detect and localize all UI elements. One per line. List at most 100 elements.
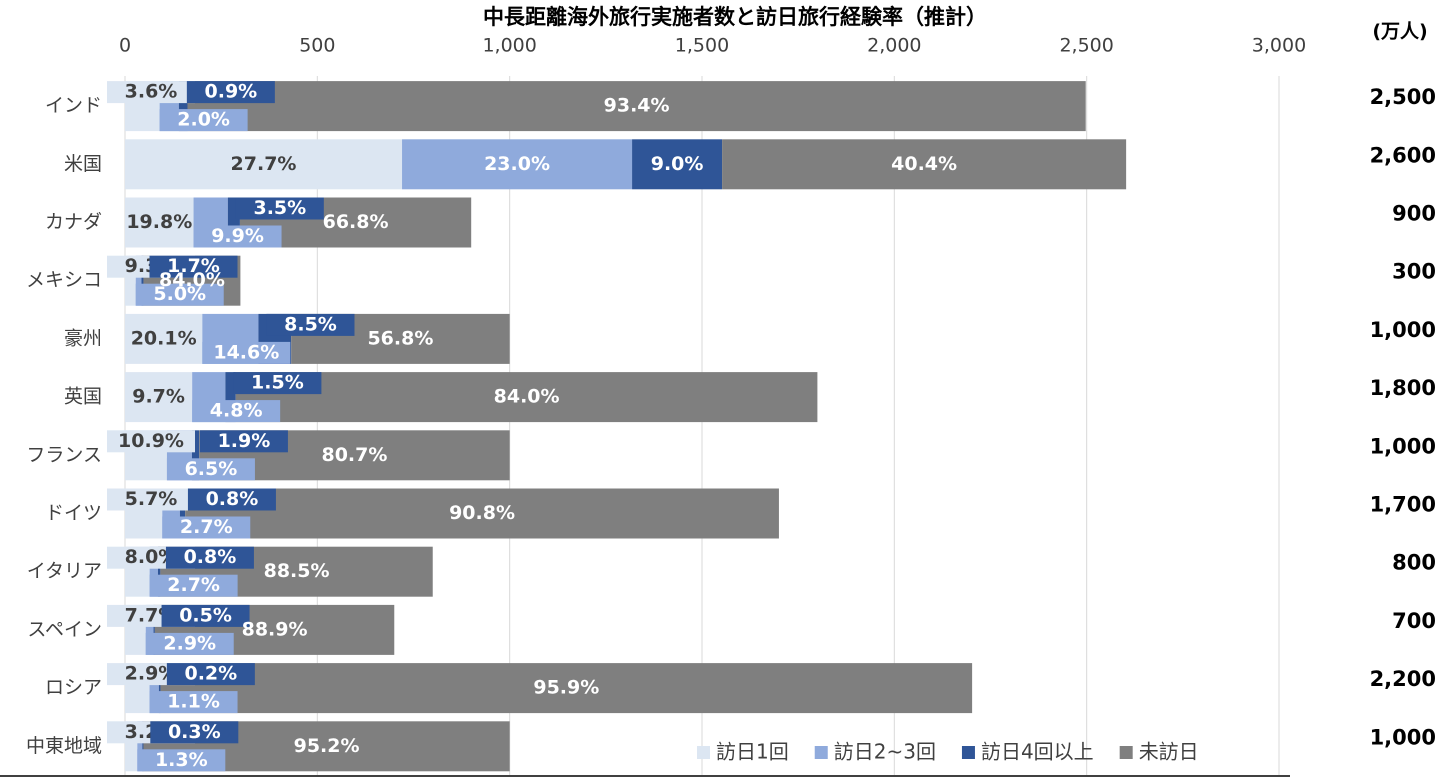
- value-label-box: [145, 632, 234, 655]
- value-label: 3.5%: [253, 197, 306, 219]
- legend-label: 訪日1回: [716, 740, 789, 764]
- value-label: 2.9%: [163, 632, 216, 654]
- value-label: 1.5%: [251, 372, 304, 394]
- value-label-box: [149, 255, 238, 278]
- value-label: 88.5%: [264, 560, 330, 582]
- bar-segment: [187, 81, 1086, 132]
- bar-segment: [149, 546, 158, 597]
- bar-segment: [160, 663, 973, 714]
- value-label: 95.9%: [533, 677, 599, 699]
- bar-segment: [178, 81, 188, 132]
- value-label: 0.3%: [168, 721, 221, 743]
- value-label-box: [135, 283, 224, 306]
- x-tick-label: 500: [299, 35, 335, 57]
- value-label-box: [266, 313, 355, 336]
- unit-label: (万人): [1372, 21, 1427, 43]
- bar-segment: [632, 139, 723, 190]
- value-label-box: [137, 749, 226, 772]
- total-label: 2,500: [1370, 85, 1436, 109]
- value-label-box: [235, 197, 324, 220]
- value-label: 2.7%: [180, 516, 233, 538]
- bar-segment: [145, 604, 154, 655]
- category-label: 豪州: [64, 327, 102, 349]
- value-label: 2.0%: [177, 109, 230, 131]
- value-label-box: [166, 663, 255, 686]
- total-label: 2,200: [1370, 667, 1436, 691]
- bar-segment: [141, 255, 144, 306]
- bar-segment: [157, 546, 161, 597]
- total-label: 1,000: [1370, 725, 1436, 749]
- value-label: 0.2%: [184, 663, 237, 685]
- category-label: インド: [45, 95, 102, 117]
- value-label: 8.5%: [284, 313, 337, 335]
- value-label-box: [149, 691, 238, 714]
- value-label-box: [107, 430, 195, 453]
- value-label: 84.0%: [494, 386, 560, 408]
- bar-segment: [135, 255, 142, 306]
- value-label-box: [202, 341, 291, 364]
- bar-segment: [125, 372, 193, 423]
- x-tick-label: 1,500: [675, 35, 729, 57]
- bar-segment: [142, 721, 144, 772]
- bar-segment: [149, 663, 159, 714]
- x-tick-label: 0: [119, 35, 131, 57]
- value-label: 1.3%: [155, 749, 208, 771]
- bar-segment: [225, 372, 236, 423]
- value-label: 88.9%: [242, 618, 308, 640]
- value-label: 40.4%: [891, 153, 957, 175]
- value-label: 0.8%: [184, 546, 237, 568]
- value-label-box: [162, 516, 251, 539]
- value-label-box: [233, 372, 322, 395]
- value-label-box: [159, 109, 248, 132]
- value-label: 95.2%: [294, 735, 360, 757]
- bar-segment: [191, 430, 200, 481]
- bar-segment: [125, 197, 194, 248]
- category-label: カナダ: [45, 211, 102, 233]
- total-label: 900: [1392, 202, 1436, 226]
- value-label: 93.4%: [604, 95, 670, 117]
- total-label: 700: [1392, 609, 1436, 633]
- value-label-box: [107, 488, 195, 511]
- value-label: 1.7%: [167, 255, 220, 277]
- value-label: 1.9%: [218, 430, 271, 452]
- value-label-box: [192, 400, 281, 423]
- value-label-box: [150, 721, 239, 744]
- total-label: 1,700: [1370, 493, 1436, 517]
- bar-segment: [153, 604, 155, 655]
- total-label: 1,800: [1370, 376, 1436, 400]
- value-label: 2.9%: [125, 663, 178, 685]
- bar-segment: [402, 139, 633, 190]
- legend-label: 訪日4回以上: [981, 740, 1094, 764]
- total-label: 300: [1392, 260, 1436, 284]
- legend-swatch: [697, 746, 710, 759]
- total-label: 800: [1392, 551, 1436, 575]
- value-label: 56.8%: [367, 327, 433, 349]
- value-label: 6.5%: [185, 458, 238, 480]
- value-label: 9.9%: [211, 225, 264, 247]
- category-label: イタリア: [27, 560, 102, 582]
- value-label-box: [149, 574, 238, 597]
- value-label: 8.0%: [125, 546, 178, 568]
- value-label-box: [193, 225, 282, 248]
- legend-swatch: [1119, 746, 1133, 759]
- value-label: 90.8%: [449, 502, 515, 524]
- total-label: 1,000: [1370, 434, 1436, 458]
- bar-segment: [185, 488, 779, 539]
- bar-segment: [125, 255, 136, 306]
- total-label: 2,600: [1370, 143, 1436, 167]
- legend-swatch: [814, 746, 828, 759]
- value-label: 23.0%: [484, 153, 550, 175]
- category-label: スペイン: [27, 618, 102, 640]
- value-label: 0.9%: [205, 81, 258, 103]
- category-label: 米国: [64, 153, 102, 175]
- value-label-box: [165, 546, 254, 569]
- category-label: ドイツ: [45, 502, 102, 524]
- value-label: 20.1%: [131, 327, 197, 349]
- value-label: 1.1%: [167, 691, 220, 713]
- bar-segment: [722, 139, 1127, 190]
- value-label: 80.7%: [321, 444, 387, 466]
- value-label: 2.7%: [167, 574, 220, 596]
- chart-title: 中長距離海外旅行実施者数と訪日旅行経験率（推計）: [483, 5, 987, 29]
- value-label: 5.7%: [125, 488, 178, 510]
